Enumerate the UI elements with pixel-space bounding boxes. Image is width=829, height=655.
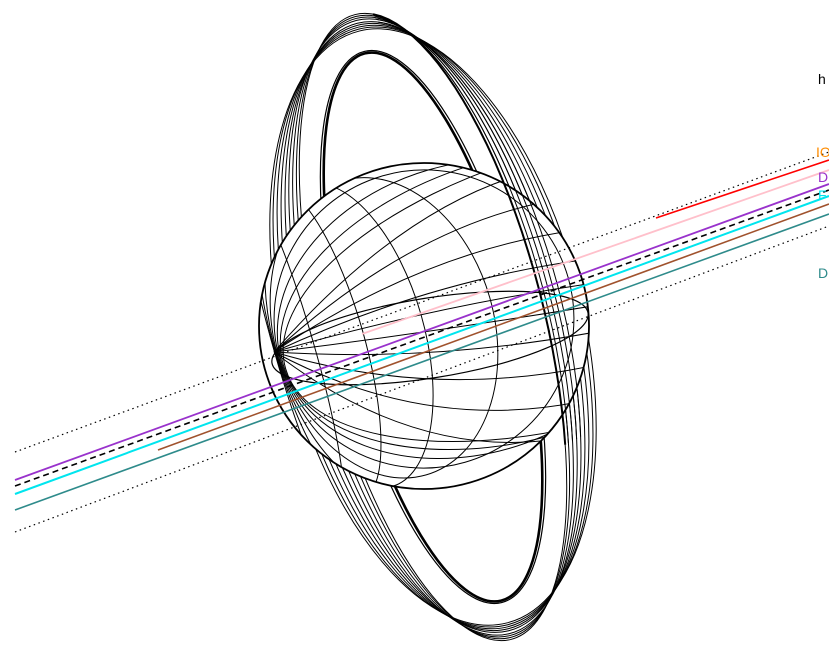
parallel-7 — [273, 351, 589, 381]
occultation-tracks — [14, 151, 829, 533]
legend-label-black: h — [818, 71, 826, 87]
planet-globe — [258, 162, 590, 490]
ring-front-arc-4 — [378, 21, 582, 437]
legend-label-cyan: F — [818, 187, 827, 203]
meridian-7 — [282, 163, 589, 443]
legend-label-teal: D — [818, 265, 829, 281]
parallel-8 — [273, 351, 589, 411]
parallel-6 — [273, 332, 589, 356]
track-purple — [14, 183, 829, 481]
track-brown — [157, 203, 829, 451]
parallel-2 — [273, 228, 589, 353]
track-dashed — [14, 189, 829, 487]
legend-label-purple: D — [818, 169, 829, 185]
meridian-4 — [273, 169, 575, 469]
track-cyan — [14, 195, 829, 495]
rings-front — [372, 13, 582, 445]
track-pink — [361, 169, 829, 335]
meridian-5 — [276, 163, 589, 459]
parallel-3 — [273, 258, 589, 353]
ring-front-arc-1 — [373, 15, 569, 444]
legend-label-orange: IO — [816, 144, 829, 160]
track-teal — [14, 213, 829, 511]
track-red — [655, 159, 829, 219]
equator — [271, 290, 589, 386]
